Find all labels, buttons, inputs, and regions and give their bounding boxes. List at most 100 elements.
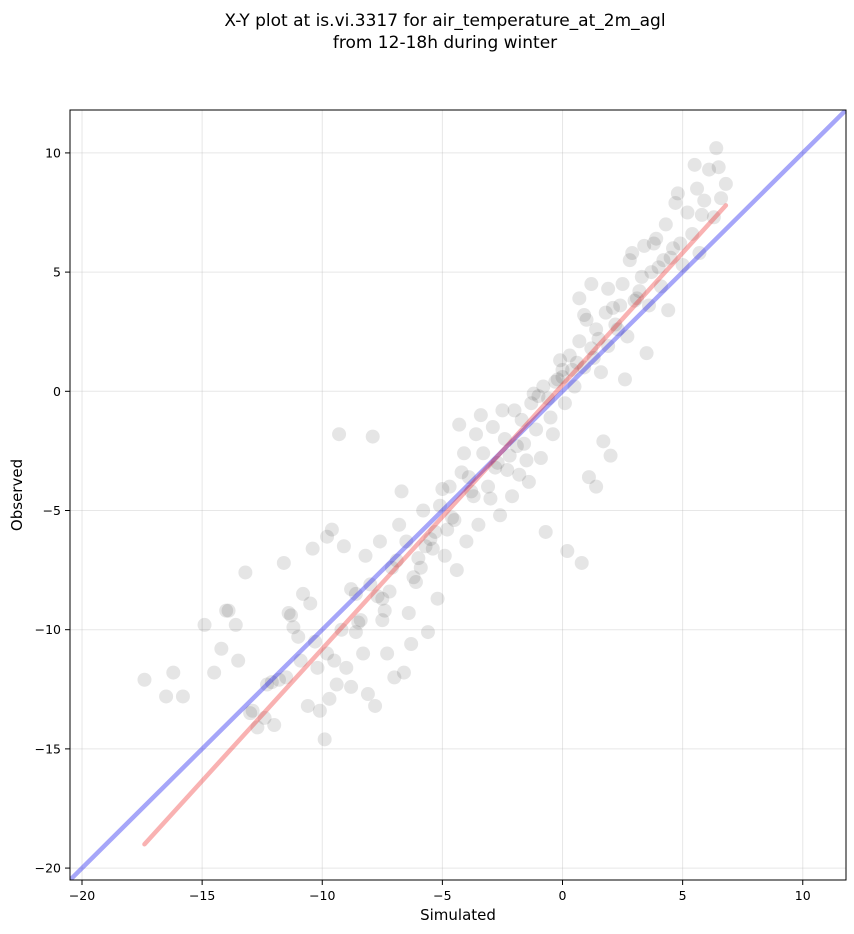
scatter-point bbox=[430, 591, 445, 606]
scatter-point bbox=[411, 551, 426, 566]
scatter-point bbox=[401, 606, 416, 621]
scatter-point bbox=[300, 698, 315, 713]
scatter-point bbox=[469, 427, 484, 442]
scatter-point bbox=[521, 474, 536, 489]
scatter-point bbox=[541, 391, 556, 406]
scatter-point bbox=[356, 646, 371, 661]
scatter-point bbox=[219, 603, 234, 618]
scatter-point bbox=[692, 246, 707, 261]
scatter-point bbox=[327, 653, 342, 668]
scatter-point bbox=[447, 513, 462, 528]
scatter-point bbox=[444, 510, 459, 525]
scatter-point bbox=[257, 710, 272, 725]
scatter-point bbox=[509, 439, 524, 454]
x-tick-label-1: −15 bbox=[189, 888, 215, 903]
scatter-point bbox=[514, 412, 529, 427]
y-tick-label-0: −20 bbox=[35, 861, 61, 876]
scatter-point bbox=[687, 157, 702, 172]
chart-title-line-1: X-Y plot at is.vi.3317 for air_temperatu… bbox=[224, 11, 665, 31]
scatter-point bbox=[481, 479, 496, 494]
scatter-point bbox=[586, 350, 601, 365]
scatter-point bbox=[384, 560, 399, 575]
scatter-point bbox=[497, 431, 512, 446]
scatter-point bbox=[529, 422, 544, 437]
scatter-point bbox=[577, 308, 592, 323]
scatter-point bbox=[197, 617, 212, 632]
scatter-point bbox=[702, 162, 717, 177]
scatter-point bbox=[690, 181, 705, 196]
scatter-point bbox=[416, 503, 431, 518]
scatter-point bbox=[375, 613, 390, 628]
scatter-point bbox=[454, 465, 469, 480]
y-axis-label: Observed bbox=[8, 459, 26, 531]
scatter-point bbox=[442, 479, 457, 494]
scatter-point bbox=[632, 284, 647, 299]
scatter-point bbox=[389, 553, 404, 568]
scatter-point bbox=[296, 586, 311, 601]
scatter-point bbox=[524, 396, 539, 411]
chart-title-line-2: from 12-18h during winter bbox=[333, 33, 557, 53]
scatter-point bbox=[584, 277, 599, 292]
scatter-point bbox=[680, 205, 695, 220]
scatter-point bbox=[706, 210, 721, 225]
scatter-point bbox=[464, 484, 479, 499]
scatter-point bbox=[276, 555, 291, 570]
scatter-point bbox=[238, 565, 253, 580]
scatter-point bbox=[459, 534, 474, 549]
scatter-point bbox=[461, 470, 476, 485]
x-tick-label-6: 10 bbox=[795, 888, 811, 903]
scatter-point bbox=[317, 732, 332, 747]
scatter-point bbox=[267, 718, 282, 733]
scatter-point bbox=[562, 348, 577, 363]
scatter-point bbox=[517, 436, 532, 451]
scatter-point bbox=[601, 339, 616, 354]
x-tick-label-0: −20 bbox=[69, 888, 95, 903]
scatter-point bbox=[565, 362, 580, 377]
scatter-point bbox=[394, 484, 409, 499]
scatter-point bbox=[348, 625, 363, 640]
scatter-point bbox=[505, 489, 520, 504]
scatter-point bbox=[440, 522, 455, 537]
scatter-point bbox=[449, 563, 464, 578]
scatter-point bbox=[348, 586, 363, 601]
scatter-point bbox=[332, 427, 347, 442]
y-tick-label-5: 5 bbox=[53, 265, 61, 280]
scatter-point bbox=[358, 548, 373, 563]
scatter-point bbox=[718, 176, 733, 191]
scatter-point bbox=[272, 672, 287, 687]
scatter-point bbox=[485, 420, 500, 435]
scatter-point bbox=[305, 541, 320, 556]
scatter-point bbox=[627, 293, 642, 308]
scatter-point bbox=[560, 544, 575, 559]
scatter-point bbox=[344, 679, 359, 694]
scatter-point bbox=[543, 410, 558, 425]
scatter-point bbox=[207, 665, 222, 680]
scatter-point bbox=[603, 448, 618, 463]
scatter-point bbox=[365, 429, 380, 444]
y-tick-label-3: −5 bbox=[43, 503, 61, 518]
scatter-point bbox=[507, 403, 522, 418]
scatter-point bbox=[372, 534, 387, 549]
scatter-point bbox=[589, 322, 604, 337]
scatter-point bbox=[625, 246, 640, 261]
scatter-point bbox=[336, 539, 351, 554]
scatter-point bbox=[663, 250, 678, 265]
scatter-point bbox=[396, 665, 411, 680]
y-tick-label-2: −10 bbox=[35, 622, 61, 637]
identity-line bbox=[70, 110, 846, 880]
scatter-point bbox=[399, 534, 414, 549]
scatter-point bbox=[615, 277, 630, 292]
scatter-point bbox=[495, 403, 510, 418]
scatter-point bbox=[584, 341, 599, 356]
scatter-point bbox=[668, 195, 683, 210]
scatter-point bbox=[279, 670, 294, 685]
scatter-point bbox=[418, 539, 433, 554]
scatter-point bbox=[228, 617, 243, 632]
scatter-point bbox=[351, 615, 366, 630]
scatter-point bbox=[572, 291, 587, 306]
scatter-point bbox=[550, 372, 565, 387]
y-tick-label-4: 0 bbox=[53, 384, 61, 399]
scatter-point bbox=[555, 362, 570, 377]
scatter-point bbox=[644, 265, 659, 280]
